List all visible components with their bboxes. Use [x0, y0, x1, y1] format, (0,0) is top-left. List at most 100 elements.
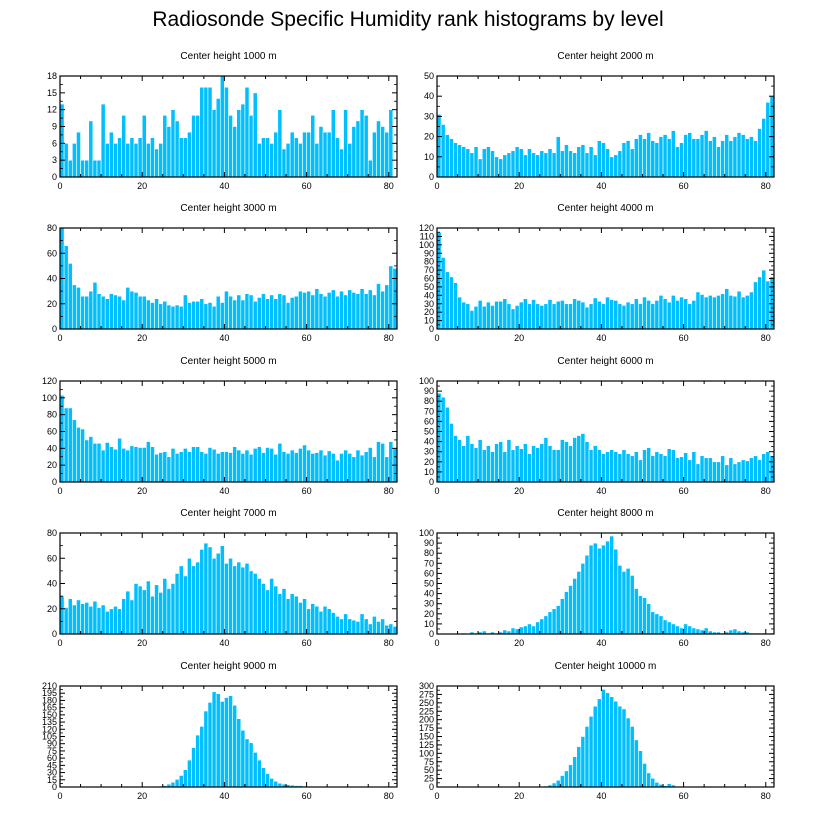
histogram-bar: [522, 298, 528, 330]
histogram-bar: [236, 449, 242, 483]
histogram-bar: [765, 280, 771, 330]
x-tick-label: 0: [434, 181, 439, 191]
histogram-bar: [339, 290, 344, 330]
histogram-bar: [232, 565, 238, 635]
histogram-bar: [461, 445, 467, 483]
histogram-bar: [113, 448, 118, 483]
y-tick-label: 15: [47, 775, 57, 785]
histogram-bar: [712, 461, 717, 483]
x-tick-label: 80: [761, 333, 771, 343]
histogram-bar: [182, 448, 188, 483]
histogram-bar: [605, 296, 610, 330]
histogram-bar: [363, 293, 369, 330]
histogram-bar: [191, 565, 196, 635]
histogram-bar: [716, 461, 721, 483]
histogram-bar: [502, 629, 508, 635]
histogram-bar: [753, 455, 758, 483]
histogram-bar: [277, 109, 283, 178]
histogram-bar: [605, 692, 610, 788]
histogram-bar: [617, 565, 623, 635]
histogram-bar: [88, 290, 94, 330]
histogram-bar: [629, 575, 635, 635]
histogram-bar: [224, 697, 229, 788]
y-tick-label: 60: [424, 568, 434, 578]
histogram-bar: [457, 439, 462, 483]
histogram-bar: [318, 449, 324, 483]
histogram-bar: [256, 143, 262, 178]
histogram-bar: [699, 134, 705, 178]
histogram-bar: [670, 449, 676, 483]
histogram-bar: [244, 562, 250, 635]
histogram-bar: [601, 303, 606, 330]
histogram-bar: [281, 294, 287, 330]
histogram-bar: [240, 103, 246, 178]
y-tick-label: 50: [424, 579, 434, 589]
histogram-bar: [703, 457, 709, 483]
y-tick-label: 60: [47, 427, 57, 437]
y-tick-label: 250: [419, 698, 434, 708]
y-tick-label: 80: [47, 223, 57, 233]
histogram-bar: [465, 303, 471, 330]
histogram-bar: [388, 441, 394, 483]
histogram-bar: [629, 455, 635, 483]
histogram-bar: [592, 154, 598, 178]
histogram-bar: [84, 602, 90, 635]
histogram-bar: [96, 293, 102, 330]
histogram-bar: [584, 152, 590, 178]
histogram-panel-6: Center height 6000 m0 20 40 60 8001020304050…: [419, 356, 775, 496]
y-tick-label: 100: [419, 748, 434, 758]
histogram-bar: [355, 293, 361, 330]
histogram-bar: [104, 298, 110, 330]
histogram-bar: [584, 554, 590, 635]
histogram-bar: [539, 443, 545, 483]
histogram-bar: [178, 137, 184, 178]
histogram-bar: [740, 296, 746, 330]
y-tick-label: 30: [424, 299, 434, 309]
histogram-bar: [277, 293, 283, 330]
histogram-bar: [367, 289, 373, 330]
histogram-bar: [732, 136, 738, 178]
y-tick-label: 20: [424, 132, 434, 142]
histogram-bar: [125, 287, 131, 330]
x-tick-label: 0: [434, 333, 439, 343]
histogram-bar: [240, 299, 246, 330]
histogram-bar: [642, 449, 647, 483]
histogram-bar: [306, 290, 311, 330]
histogram-bar: [592, 705, 598, 788]
histogram-panel-3: Center height 3000 m 0 20 40 60 80 0 20 40 60 80: [47, 203, 398, 343]
histogram-bar: [436, 231, 442, 330]
histogram-bar: [580, 433, 586, 483]
histogram-bar: [207, 546, 213, 635]
histogram-bar: [109, 131, 114, 178]
histogram-bar: [355, 621, 361, 635]
histogram-bar: [191, 446, 196, 483]
histogram-bar: [749, 457, 754, 483]
histogram-bar: [187, 302, 192, 330]
histogram-bar: [384, 456, 390, 483]
histogram-bar: [683, 298, 689, 330]
histogram-bar: [535, 621, 541, 635]
histogram-bar: [92, 600, 98, 635]
y-tick-label: 60: [424, 416, 434, 426]
histogram-bar: [687, 303, 693, 330]
histogram-bar: [351, 292, 357, 330]
histogram-bar: [613, 154, 619, 178]
histogram-bar: [683, 452, 689, 483]
y-tick-label: 75: [424, 757, 434, 767]
histogram-bar: [76, 599, 81, 635]
histogram-bar: [207, 702, 213, 788]
y-tick-label: 210: [42, 681, 57, 691]
histogram-bar: [166, 588, 172, 635]
y-tick-label: 165: [42, 703, 57, 713]
histogram-bar: [559, 775, 565, 788]
histogram-bar: [440, 124, 446, 178]
x-tick-label: 80: [761, 486, 771, 496]
histogram-bar: [629, 726, 635, 788]
histogram-bar: [376, 120, 381, 178]
histogram-bar: [473, 447, 479, 483]
histogram-bar: [178, 565, 184, 635]
x-tick-label: 20: [137, 486, 147, 496]
histogram-bar: [326, 450, 332, 483]
histogram-bar: [154, 584, 159, 635]
histogram-bar: [113, 605, 118, 635]
